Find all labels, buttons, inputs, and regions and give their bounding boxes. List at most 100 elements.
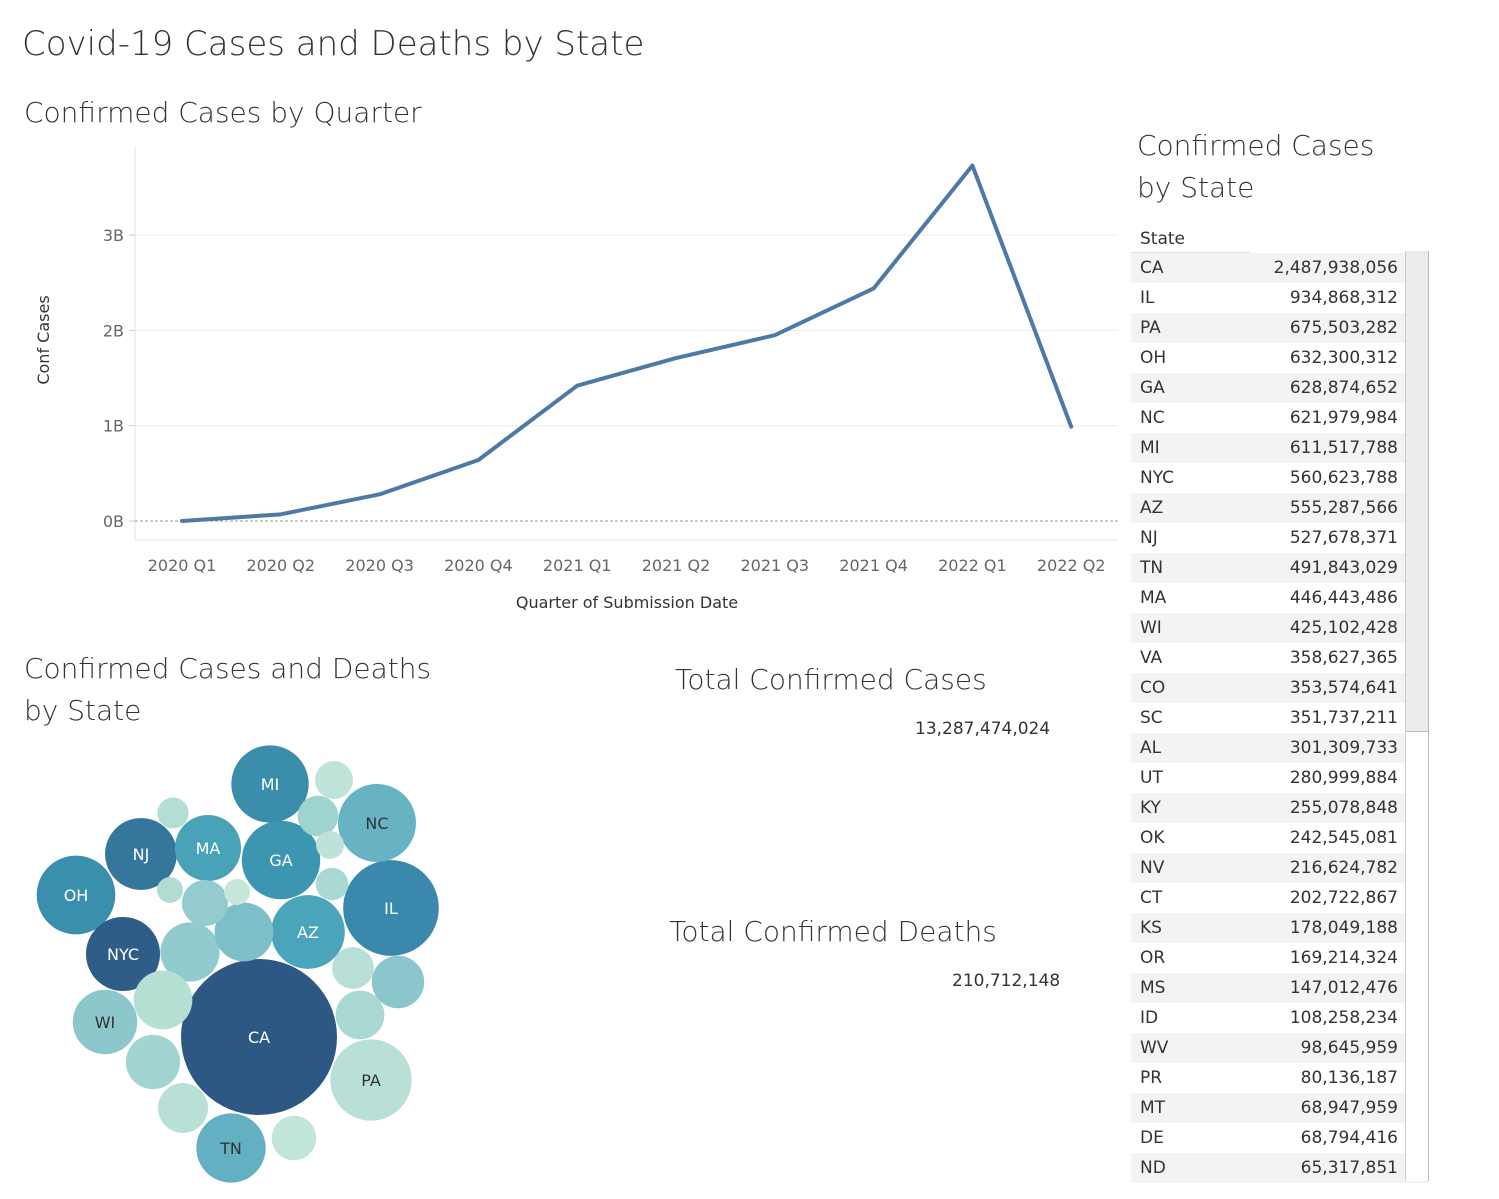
table-row[interactable]: CO 353,574,641 xyxy=(1131,673,1429,703)
bubble-label: AZ xyxy=(297,923,319,942)
bubble-state[interactable] xyxy=(160,922,220,982)
table-row[interactable]: NC 621,979,984 xyxy=(1131,403,1429,433)
cases-cell: 358,627,365 xyxy=(1289,648,1398,668)
state-cell: GA xyxy=(1140,378,1165,398)
bubble-pa[interactable] xyxy=(330,1039,412,1121)
table-row[interactable]: NYC 560,623,788 xyxy=(1131,463,1429,493)
table-row[interactable]: VA 358,627,365 xyxy=(1131,643,1429,673)
series-line-conf-cases[interactable] xyxy=(180,163,1074,523)
bubble-nyc[interactable] xyxy=(85,916,161,992)
table-row[interactable]: UT 280,999,884 xyxy=(1131,763,1429,793)
bubble-nc[interactable] xyxy=(338,784,416,862)
bubble-state[interactable] xyxy=(297,795,339,837)
bubble-nj[interactable] xyxy=(105,818,177,890)
bubble-ga[interactable] xyxy=(241,820,321,900)
table-row[interactable]: WI 425,102,428 xyxy=(1131,613,1429,643)
bubble-state[interactable] xyxy=(224,879,250,905)
bubble-state[interactable] xyxy=(315,867,349,901)
bubble-state[interactable] xyxy=(214,902,274,962)
table-row[interactable]: MS 147,012,476 xyxy=(1131,973,1429,1003)
table-row[interactable]: KS 178,049,188 xyxy=(1131,913,1429,943)
bubble-az[interactable] xyxy=(271,895,345,969)
bubble-state[interactable] xyxy=(335,990,385,1040)
state-table: State CA 2,487,938,056 IL 934,868,312 PA 675,… xyxy=(1131,228,1429,1183)
line-chart[interactable]: 0B 1B 2B 3B 2020 Q1 2020 Q2 2020 Q3 2020 Q4 2021… xyxy=(0,140,1125,620)
data-point[interactable] xyxy=(769,329,781,341)
y-tick-label: 3B xyxy=(103,226,124,245)
table-row[interactable]: OK 242,545,081 xyxy=(1131,823,1429,853)
table-row[interactable]: MT 68,947,959 xyxy=(1131,1093,1429,1123)
bubble-state[interactable] xyxy=(315,761,353,799)
x-tick-label: 2021 Q4 xyxy=(839,556,908,575)
table-row[interactable]: IL 934,868,312 xyxy=(1131,283,1429,313)
bubble-state[interactable] xyxy=(271,1115,317,1161)
state-cell: OR xyxy=(1140,948,1166,968)
state-cell: OH xyxy=(1140,348,1167,368)
x-tick-label: 2022 Q2 xyxy=(1037,556,1106,575)
data-point[interactable] xyxy=(571,380,583,392)
bubble-label: WI xyxy=(95,1013,116,1032)
data-point[interactable] xyxy=(176,515,188,527)
table-row[interactable]: NV 216,624,782 xyxy=(1131,853,1429,883)
cases-cell: 80,136,187 xyxy=(1300,1068,1398,1088)
table-row[interactable]: DE 68,794,416 xyxy=(1131,1123,1429,1153)
data-point[interactable] xyxy=(275,508,287,520)
total-deaths-value: 210,712,148 xyxy=(952,971,1061,991)
table-row[interactable]: CT 202,722,867 xyxy=(1131,883,1429,913)
table-row[interactable]: NJ 527,678,371 xyxy=(1131,523,1429,553)
state-cell: IL xyxy=(1140,288,1155,308)
state-cell: CA xyxy=(1140,258,1164,278)
bubble-label: NYC xyxy=(107,945,139,964)
data-point[interactable] xyxy=(670,352,682,364)
table-row[interactable]: MA 446,443,486 xyxy=(1131,583,1429,613)
bubble-state[interactable] xyxy=(133,970,193,1030)
table-scrollbar-thumb[interactable] xyxy=(1406,251,1428,732)
table-scrollbar[interactable] xyxy=(1405,251,1429,1181)
bubble-ca[interactable] xyxy=(181,959,337,1115)
table-row[interactable]: KY 255,078,848 xyxy=(1131,793,1429,823)
table-row[interactable]: TN 491,843,029 xyxy=(1131,553,1429,583)
cases-cell: 675,503,282 xyxy=(1289,318,1398,338)
table-row[interactable]: PA 675,503,282 xyxy=(1131,313,1429,343)
bubble-state[interactable] xyxy=(332,947,374,989)
state-cell: AL xyxy=(1140,738,1162,758)
data-point[interactable] xyxy=(1065,421,1077,433)
bubble-label: MI xyxy=(261,775,280,794)
bubble-label: TN xyxy=(219,1139,242,1158)
bubble-state[interactable] xyxy=(316,831,344,859)
state-cell: NYC xyxy=(1140,468,1175,488)
data-point[interactable] xyxy=(966,160,978,172)
bubble-chart-title-line1: Confirmed Cases and Deaths xyxy=(24,652,432,685)
bubble-state[interactable] xyxy=(371,955,425,1009)
table-row[interactable]: ND 65,317,851 xyxy=(1131,1153,1429,1183)
bubble-ma[interactable] xyxy=(174,814,242,882)
table-row[interactable]: CA 2,487,938,056 xyxy=(1131,253,1429,283)
bubble-il[interactable] xyxy=(343,860,439,956)
bubble-chart[interactable]: CA IL PA OH GA NC MI NYC AZ NJ TN MA WI xyxy=(0,735,470,1195)
table-row[interactable]: SC 351,737,211 xyxy=(1131,703,1429,733)
bubble-state[interactable] xyxy=(157,877,183,903)
data-point[interactable] xyxy=(374,488,386,500)
state-column-header[interactable]: State xyxy=(1131,228,1250,253)
bubble-oh[interactable] xyxy=(36,855,116,935)
cases-cell: 169,214,324 xyxy=(1289,948,1398,968)
data-point[interactable] xyxy=(472,454,484,466)
table-row[interactable]: ID 108,258,234 xyxy=(1131,1003,1429,1033)
bubble-wi[interactable] xyxy=(72,989,138,1055)
table-row[interactable]: MI 611,517,788 xyxy=(1131,433,1429,463)
table-row[interactable]: WV 98,645,959 xyxy=(1131,1033,1429,1063)
bubble-state[interactable] xyxy=(125,1034,181,1090)
table-row[interactable]: OR 169,214,324 xyxy=(1131,943,1429,973)
bubble-mi[interactable] xyxy=(231,745,309,823)
data-point[interactable] xyxy=(868,282,880,294)
bubble-state[interactable] xyxy=(157,797,189,829)
table-row[interactable]: AZ 555,287,566 xyxy=(1131,493,1429,523)
table-row[interactable]: AL 301,309,733 xyxy=(1131,733,1429,763)
bubble-tn[interactable] xyxy=(196,1113,266,1183)
table-row[interactable]: OH 632,300,312 xyxy=(1131,343,1429,373)
x-tick-label: 2020 Q3 xyxy=(345,556,414,575)
table-row[interactable]: PR 80,136,187 xyxy=(1131,1063,1429,1093)
bubble-state[interactable] xyxy=(181,879,229,927)
bubble-state[interactable] xyxy=(158,1083,208,1133)
table-row[interactable]: GA 628,874,652 xyxy=(1131,373,1429,403)
